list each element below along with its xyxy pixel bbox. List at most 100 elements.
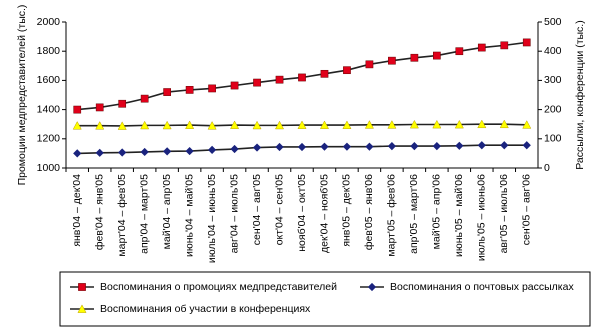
marker	[185, 86, 194, 94]
x-tick-label: сен'04 – авг'05	[251, 174, 263, 245]
marker	[522, 141, 531, 150]
marker	[500, 41, 509, 50]
marker	[343, 66, 351, 75]
marker	[433, 51, 441, 60]
marker	[140, 147, 149, 157]
x-tick-label: янв'04 – дек'04	[71, 174, 83, 247]
legend-label: Воспоминания о промоциях медпредставител…	[100, 281, 337, 293]
x-tick-label: окт'04 – сен'05	[273, 174, 285, 245]
y-tick-label: 2000	[37, 16, 61, 28]
y-tick-label: 1400	[37, 103, 61, 115]
marker	[477, 43, 486, 52]
x-tick-label: апр'04 – март'05	[138, 174, 150, 254]
y2-tick-label: 300	[544, 74, 562, 86]
x-tick-label: сен'05 – авг'06	[521, 174, 533, 245]
x-tick-label: фев'05 – янв'06	[363, 174, 375, 250]
marker	[185, 120, 195, 129]
marker	[275, 120, 285, 130]
marker	[230, 144, 239, 154]
marker	[342, 120, 352, 129]
marker	[253, 78, 261, 87]
marker	[185, 146, 194, 156]
marker	[364, 120, 374, 129]
marker	[252, 143, 262, 152]
marker	[455, 47, 464, 56]
x-tick-label: июль'05 – июнь06	[476, 174, 488, 261]
y2-tick-label: 0	[544, 162, 550, 174]
marker	[388, 56, 396, 65]
marker	[455, 141, 464, 150]
marker	[387, 142, 397, 151]
x-tick-label: март'05 – фев'06	[386, 174, 398, 257]
legend-box	[59, 271, 591, 327]
x-tick-label: май'05 – апр'06	[431, 174, 443, 249]
marker	[320, 69, 329, 78]
marker	[387, 120, 397, 129]
marker	[365, 142, 374, 151]
marker	[95, 148, 104, 157]
x-tick-label: март'04 – фев'05	[116, 174, 128, 257]
x-tick-label: авг'04 – июль'05	[228, 174, 240, 254]
x-tick-label: янв'05 – дек'05	[341, 174, 353, 247]
x-tick-label: апр'05 – март'06	[408, 174, 420, 254]
marker	[409, 119, 419, 129]
y2-tick-label: 400	[544, 45, 562, 57]
marker	[499, 119, 509, 129]
marker	[522, 38, 531, 47]
marker	[410, 53, 419, 62]
x-tick-label: дек'04 – нояб'05	[318, 174, 330, 253]
marker	[410, 142, 419, 151]
marker	[118, 99, 127, 108]
y-tick-label: 1600	[37, 74, 61, 86]
x-tick-label: фев'04 – янв'05	[93, 174, 105, 250]
marker	[77, 304, 87, 313]
y-tick-label: 1200	[37, 133, 61, 145]
marker	[207, 145, 217, 154]
marker	[78, 283, 86, 291]
marker	[477, 119, 487, 129]
marker	[118, 148, 127, 157]
y2-axis-label: Рассылки, конференции (тыс.)	[574, 20, 586, 169]
x-tick-label: июль'04 – июнь'05	[206, 174, 218, 263]
legend-label: Воспоминания о почтовых рассылках	[390, 281, 574, 293]
marker	[367, 282, 377, 292]
x-tick-label: май'04 – апр'05	[161, 174, 173, 249]
x-tick-label: июнь'05 – май'06	[453, 174, 465, 257]
y-axis-label: Промоции медпредставителей (тыс.)	[16, 5, 28, 186]
legend-label: Воспоминания об участии в конференциях	[100, 303, 311, 315]
y-tick-label: 1800	[37, 45, 61, 57]
x-tick-label: июнь'04 – май'05	[183, 174, 195, 257]
marker	[275, 142, 284, 152]
marker	[477, 141, 486, 150]
marker	[365, 60, 374, 69]
marker	[454, 119, 464, 129]
marker	[319, 120, 329, 129]
marker	[298, 73, 306, 82]
marker	[73, 105, 82, 114]
marker	[73, 149, 82, 158]
marker	[342, 142, 352, 151]
marker	[207, 121, 217, 130]
marker	[208, 84, 216, 93]
marker	[320, 142, 329, 151]
marker	[163, 147, 172, 156]
marker	[275, 75, 284, 84]
marker	[230, 120, 240, 129]
marker	[140, 120, 150, 130]
marker	[162, 120, 172, 130]
marker	[432, 119, 442, 129]
marker	[95, 103, 104, 112]
y2-tick-label: 200	[544, 103, 562, 115]
x-tick-label: нояб'04 – окт'05	[296, 174, 308, 252]
y-tick-label: 1000	[37, 162, 61, 174]
x-tick-label: авг'05 – июль'06	[498, 174, 510, 254]
y2-tick-label: 500	[544, 16, 562, 28]
marker	[163, 88, 171, 96]
marker	[297, 142, 307, 152]
marker	[230, 81, 239, 90]
marker	[140, 94, 149, 103]
marker	[297, 120, 307, 129]
marker	[95, 121, 105, 130]
marker	[500, 141, 509, 150]
